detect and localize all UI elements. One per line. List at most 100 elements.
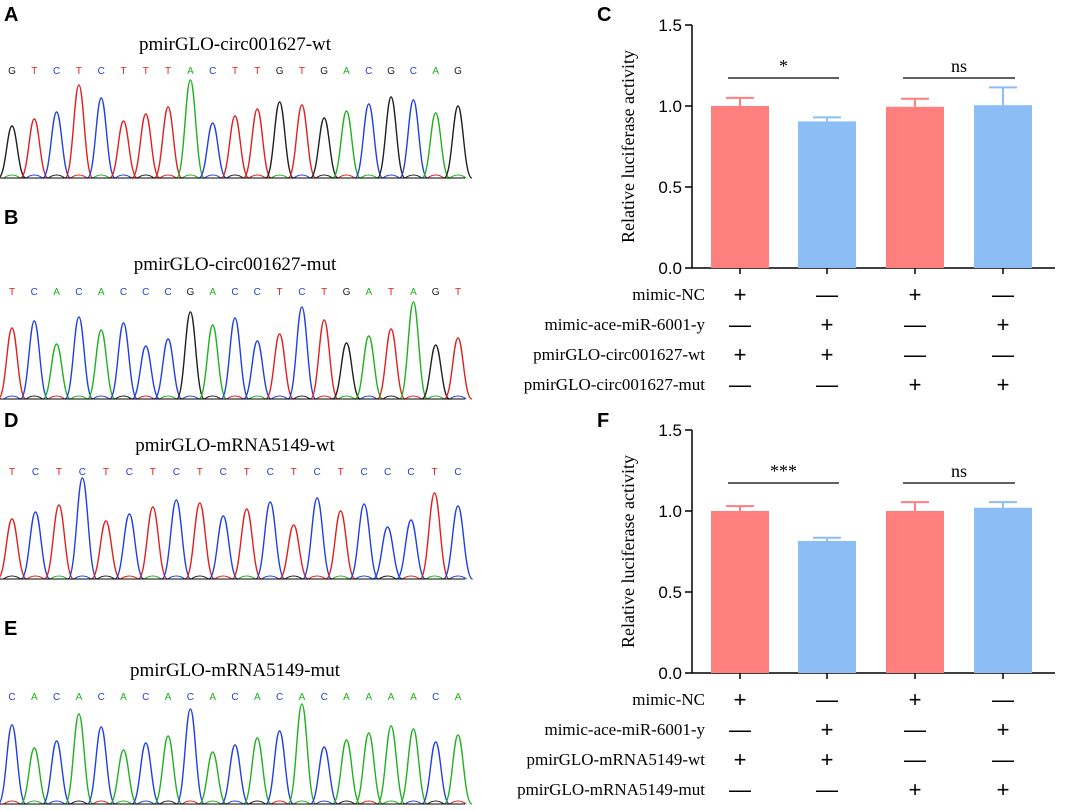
trace-noise xyxy=(248,800,266,805)
trace-peak xyxy=(175,708,205,805)
base-call: T xyxy=(277,287,283,298)
y-tick-label: 0.0 xyxy=(658,259,682,278)
trace-peak xyxy=(0,518,28,580)
base-call: T xyxy=(9,287,15,298)
y-tick-label: 1.5 xyxy=(658,421,682,440)
trace-peak xyxy=(108,120,139,179)
base-call: C xyxy=(142,692,149,703)
trace-noise xyxy=(92,395,110,400)
trace-title-a: pmirGLO-circ001627-wt xyxy=(138,34,332,55)
trace-noise xyxy=(293,800,311,805)
base-call: A xyxy=(187,66,194,77)
base-call: C xyxy=(53,692,60,703)
trace-noise xyxy=(143,575,162,580)
trace-peak xyxy=(0,724,27,805)
bar xyxy=(711,511,769,673)
trace-peak xyxy=(42,343,72,400)
trace-peak xyxy=(42,740,72,805)
trace-noise xyxy=(293,174,311,179)
base-call: C xyxy=(231,287,238,298)
trace-peak xyxy=(421,741,451,805)
condition-mark: — xyxy=(816,687,838,712)
base-call: C xyxy=(365,66,372,77)
trace-noise xyxy=(237,575,256,580)
trace-peak xyxy=(131,742,161,805)
trace-peak xyxy=(254,501,286,580)
base-call: A xyxy=(455,692,462,703)
trace-noise xyxy=(48,174,66,179)
trace-noise xyxy=(204,800,222,805)
base-call: T xyxy=(291,467,297,478)
trace-title-d: pmirGLO-mRNA5149-wt xyxy=(135,435,335,456)
base-call: C xyxy=(360,467,367,478)
condition-mark: — xyxy=(904,312,926,337)
trace-noise xyxy=(3,174,21,179)
condition-mark: + xyxy=(909,687,922,712)
trace-peak xyxy=(287,306,317,400)
condition-mark: — xyxy=(904,342,926,367)
trace-noise xyxy=(427,395,445,400)
y-axis-label: Relative luciferase activity xyxy=(618,455,638,648)
trace-noise xyxy=(382,174,400,179)
base-call: G xyxy=(320,66,328,77)
base-call: G xyxy=(276,66,284,77)
trace-noise xyxy=(449,800,467,805)
trace-peak xyxy=(287,104,317,179)
bar-chart-c: 0.0 0.5 1.0 1.5 Relative luciferase activity… xyxy=(524,16,1055,397)
significance-label: ns xyxy=(951,461,967,481)
trace-noise xyxy=(70,800,88,805)
condition-mark: — xyxy=(729,777,751,802)
trace-noise xyxy=(159,174,177,179)
trace-noise xyxy=(315,800,333,805)
trace-noise xyxy=(248,174,266,179)
base-call: T xyxy=(455,287,461,298)
base-call: A xyxy=(343,692,350,703)
base-call: T xyxy=(103,467,109,478)
trace-noise xyxy=(382,800,400,805)
trace-noise xyxy=(3,800,21,805)
base-call: A xyxy=(299,692,306,703)
base-call: T xyxy=(31,66,37,77)
trace-noise xyxy=(181,800,199,805)
base-call: A xyxy=(98,287,105,298)
base-call: T xyxy=(56,467,62,478)
base-call: A xyxy=(388,692,395,703)
trace-noise xyxy=(337,395,356,400)
trace-peak xyxy=(376,328,406,400)
condition-mark: + xyxy=(734,342,747,367)
trace-peak xyxy=(198,122,228,179)
trace-noise xyxy=(404,800,422,805)
trace-peak xyxy=(64,713,94,805)
condition-mark: — xyxy=(816,372,838,397)
base-call: G xyxy=(8,66,16,77)
condition-mark: — xyxy=(729,312,751,337)
trace-peak xyxy=(331,739,362,805)
condition-mark: — xyxy=(992,687,1014,712)
trace-peak xyxy=(153,106,183,179)
base-call: T xyxy=(9,467,15,478)
base-call: T xyxy=(143,66,149,77)
bar xyxy=(886,511,944,673)
base-call: T xyxy=(338,467,344,478)
trace-peak xyxy=(242,108,272,179)
trace-noise xyxy=(214,575,233,580)
trace-peak xyxy=(287,703,317,805)
panel-letter-b: B xyxy=(4,207,19,229)
trace-noise xyxy=(271,174,289,179)
trace-noise xyxy=(425,575,444,580)
condition-mark: + xyxy=(909,282,922,307)
trace-noise xyxy=(378,575,397,580)
y-tick-label: 1.5 xyxy=(658,16,682,35)
trace-noise xyxy=(48,800,66,805)
trace-noise xyxy=(204,395,222,400)
significance-label: ns xyxy=(951,56,967,76)
trace-noise xyxy=(48,395,66,400)
trace-peak xyxy=(220,115,250,179)
trace-noise xyxy=(2,575,22,580)
condition-mark: — xyxy=(992,747,1014,772)
trace-peak xyxy=(220,744,250,805)
trace-title-b: pmirGLO-circ001627-mut xyxy=(133,254,337,275)
base-call: A xyxy=(165,692,172,703)
base-call: T xyxy=(150,467,156,478)
trace-noise xyxy=(226,174,244,179)
